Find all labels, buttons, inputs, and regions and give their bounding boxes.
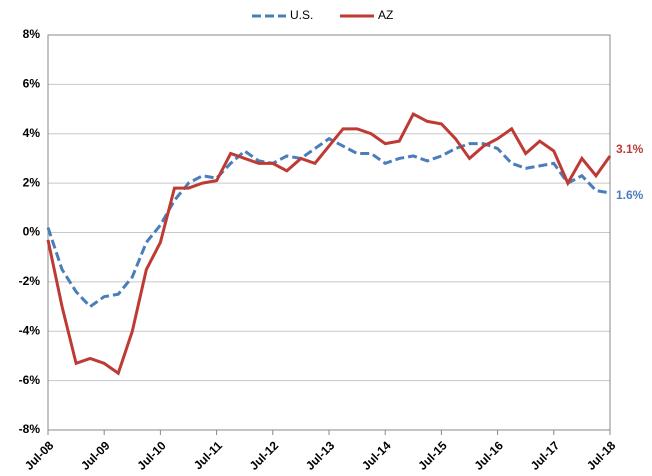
line-series [46, 136, 611, 309]
x-tick-label: Jul-18 [584, 438, 619, 473]
x-tick-label: Jul-10 [134, 438, 169, 473]
y-tick-label: 4% [23, 126, 41, 140]
y-tick-label: 8% [23, 27, 41, 41]
x-tick-label: Jul-15 [415, 438, 450, 473]
x-tick-label: Jul-16 [472, 438, 507, 473]
x-tick-label: Jul-13 [303, 438, 338, 473]
y-tick-label: 6% [23, 77, 41, 91]
x-tick-label: Jul-12 [247, 438, 282, 473]
legend-label: U.S. [290, 8, 313, 22]
x-tick-label: Jul-11 [191, 438, 225, 472]
end-label: 1.6% [616, 188, 644, 202]
x-tick-label: Jul-09 [78, 438, 113, 473]
x-tick-label: Jul-17 [528, 438, 563, 473]
legend-label: AZ [378, 8, 393, 22]
y-tick-label: 2% [23, 175, 41, 189]
x-tick-label: Jul-14 [359, 438, 394, 473]
line-series [46, 111, 612, 376]
y-tick-label: -8% [19, 422, 41, 436]
y-tick-label: 0% [23, 225, 41, 239]
y-tick-label: -4% [19, 323, 41, 337]
y-tick-label: -2% [19, 274, 41, 288]
y-tick-label: -6% [19, 373, 41, 387]
end-label: 3.1% [616, 142, 644, 156]
x-tick-label: Jul-08 [22, 438, 57, 473]
